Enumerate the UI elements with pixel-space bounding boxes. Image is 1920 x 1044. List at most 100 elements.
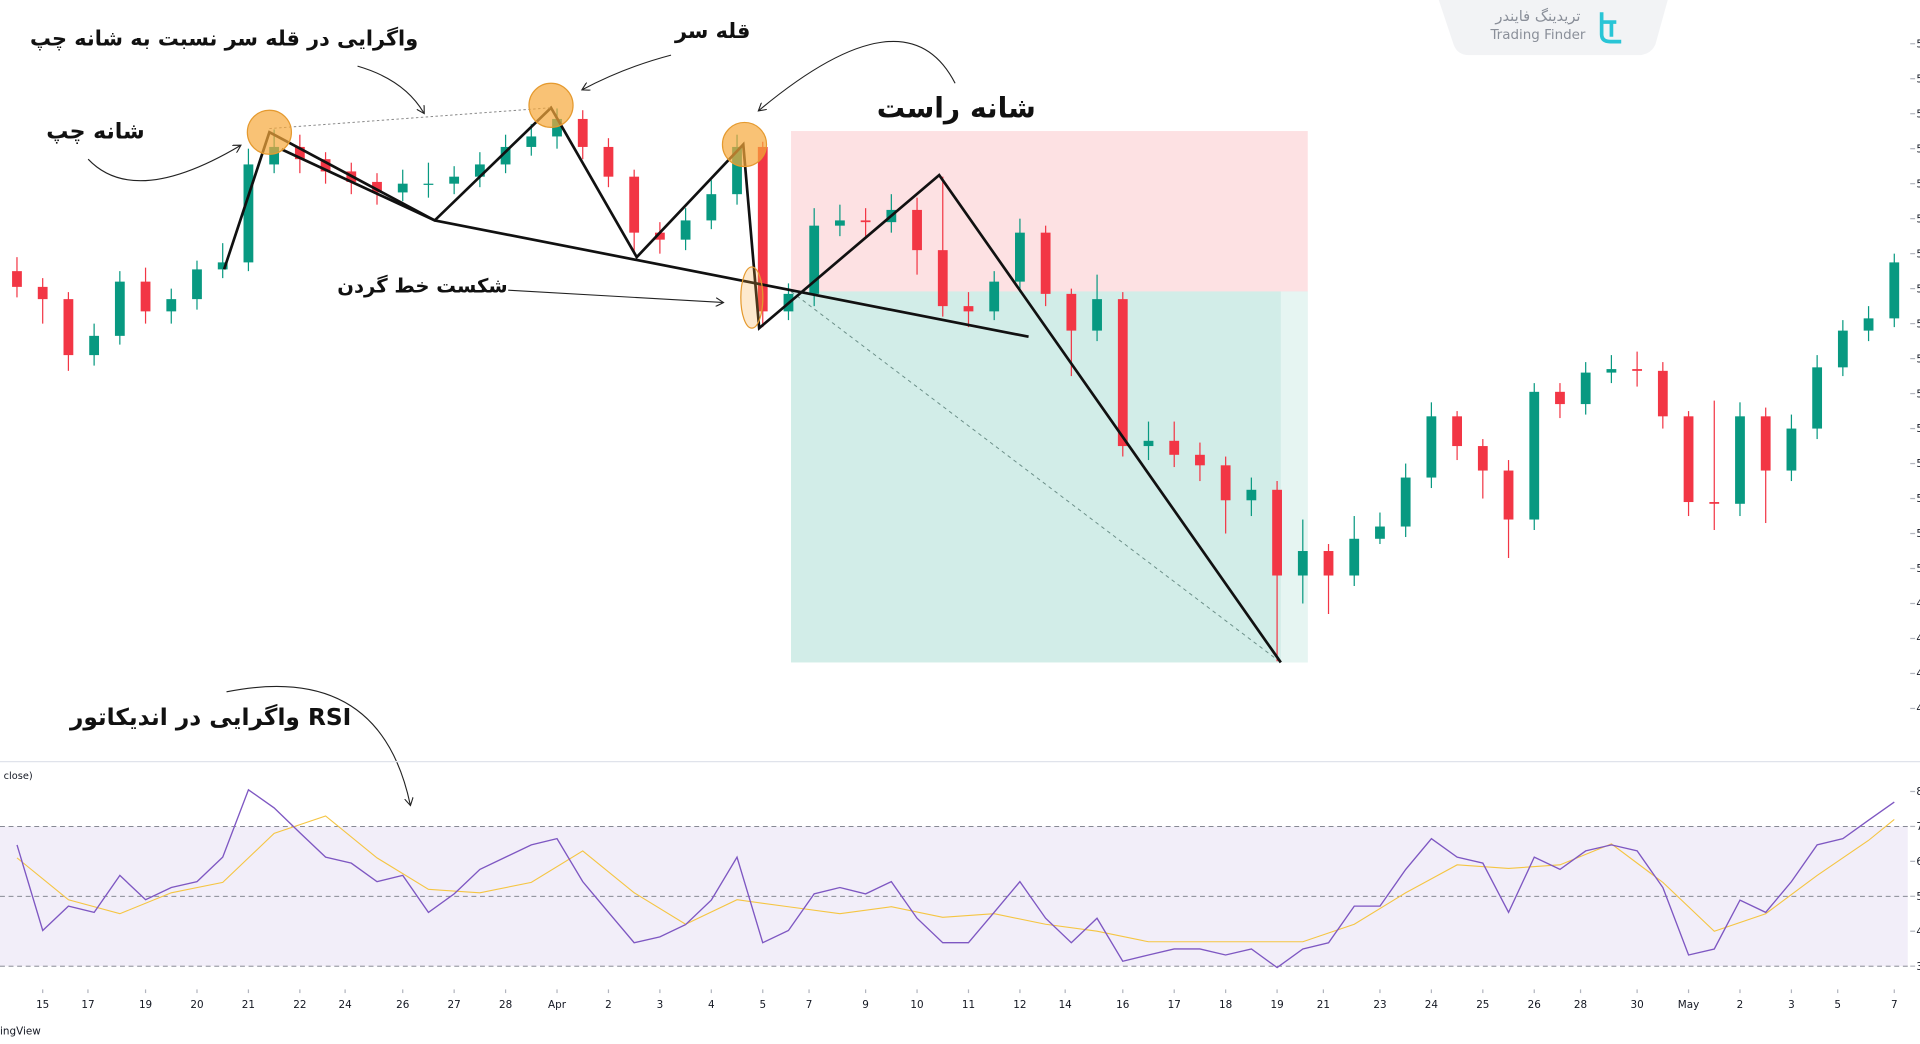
x-tick-label: 22 [293,999,306,1011]
x-tick-label: 28 [499,999,512,1011]
x-tick-label: 19 [1270,999,1283,1011]
x-tick-label: 15 [36,999,49,1011]
candle-body [680,220,691,240]
x-tick-label: 17 [1168,999,1181,1011]
y-tick-label: 5, [1916,143,1920,155]
x-tick-label: 12 [1013,999,1026,1011]
annotation: شانه راست [877,92,1036,125]
x-tick-label: 3 [657,999,664,1011]
candle-body [1555,391,1565,405]
watermark-logo [1599,12,1622,44]
arrow [508,289,722,302]
y-tick-label: 5, [1916,458,1920,470]
candle-body [1657,370,1668,417]
candle-body [1426,416,1437,478]
y-tick-label: 4, [1916,703,1920,715]
neckline [434,219,1029,339]
candle-body [937,250,948,307]
candle-body [1297,551,1308,576]
x-tick-label: 2 [1737,999,1744,1011]
candle-body [989,281,1000,312]
candle-body [912,209,922,251]
y-tick-label: 4 [1916,926,1920,938]
left-shoulder-marker [246,109,293,155]
arrow [357,65,424,113]
candle-body [1735,416,1745,504]
candle-body [166,299,177,312]
divergence-line [269,107,552,130]
annotation: قله سر [674,19,750,43]
x-tick-label: May [1678,999,1699,1011]
candle-body [449,176,460,184]
x-tick-label: 11 [962,999,975,1011]
footer: ingView [0,1026,41,1038]
candle-body [269,146,280,165]
annotation: واگرایی در اندیکاتور RSI [69,703,351,731]
x-tick-label: 9 [862,999,869,1011]
candle-body [12,271,22,287]
x-tick-label: 24 [338,999,352,1011]
x-tick-label: 25 [1476,999,1489,1011]
breakout-marker [740,266,764,329]
candle-body [1349,538,1360,576]
x-tick-label: 21 [242,999,255,1011]
candle-body [1452,416,1462,447]
candle-body [552,118,562,137]
candle-body [474,164,485,177]
x-tick-label: 20 [190,999,203,1011]
candle-body [1529,391,1540,520]
candle-body [706,194,717,221]
y-tick-label: 6 [1916,856,1920,868]
y-tick-label: 5, [1916,73,1920,85]
candle-body [732,146,742,195]
candle-body [1169,440,1180,455]
y-tick-label: 7 [1916,821,1920,833]
candle-body [397,183,408,193]
x-tick-label: 27 [448,999,461,1011]
y-tick-label: 4, [1916,668,1920,680]
x-tick-label: 26 [396,999,409,1011]
candle-body [1092,299,1102,331]
y-tick-label: 5, [1916,213,1920,225]
candle-body [526,136,537,147]
candle-body [1477,446,1488,471]
x-tick-label: 4 [708,999,715,1011]
candle-body [1066,293,1077,331]
x-tick-label: 7 [806,999,813,1011]
candle-body [63,299,74,356]
candle-body [835,220,845,226]
candle-body [603,146,614,177]
candle-body [1812,367,1823,429]
candle-body [1117,299,1128,447]
candle-body [37,286,48,300]
candle-body [1503,470,1514,520]
x-tick-label: 5 [759,999,766,1011]
candle-body [1272,489,1282,576]
rsi-line [16,788,1895,969]
candle-body [1195,454,1205,466]
candle-body [963,306,974,312]
y-tick-label: 5, [1916,353,1920,365]
candle-body [1220,465,1231,501]
arrow [583,54,672,89]
x-tick-label: 18 [1219,999,1232,1011]
candle-body [217,262,228,270]
head-marker [528,82,574,128]
x-tick-label: 26 [1528,999,1541,1011]
x-tick-label: 16 [1116,999,1129,1011]
watermark-subtitle: Trading Finder [1489,28,1585,43]
x-tick-label: 17 [81,999,94,1011]
candle-body [89,335,100,356]
y-tick-label: 5, [1916,318,1920,330]
x-tick-label: 24 [1425,999,1439,1011]
position-tail [1280,291,1308,663]
y-tick-label: 4, [1916,633,1920,645]
annotation: شانه چپ [46,119,144,144]
y-tick-label: 5, [1916,108,1920,120]
y-tick-label: 4, [1916,598,1920,610]
x-tick-label: 21 [1317,999,1330,1011]
x-tick-label: 14 [1059,999,1073,1011]
